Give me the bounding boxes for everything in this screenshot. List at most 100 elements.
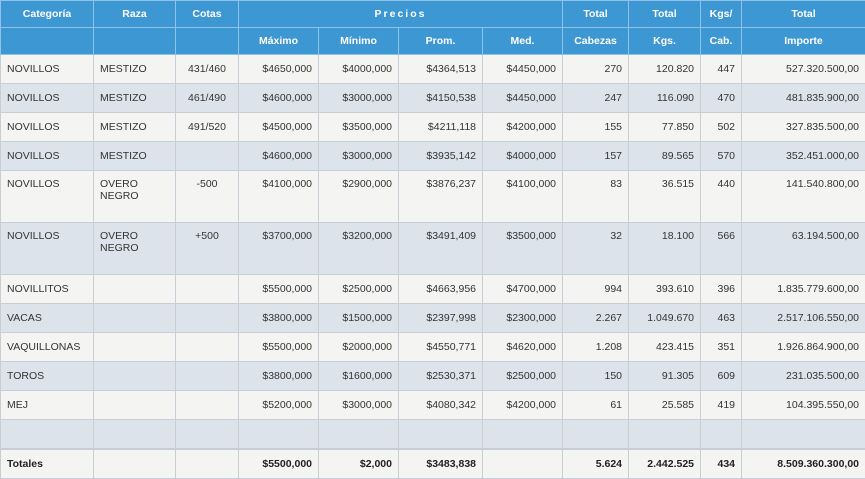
cell-importe: 63.194.500,00: [742, 223, 865, 275]
cell-categoria: NOVILLOS: [1, 171, 94, 223]
cell-prom: $4211,118: [399, 113, 483, 142]
cell-kgs: 18.100: [629, 223, 701, 275]
cell-importe: 2.517.106.550,00: [742, 304, 865, 333]
cell-minimo: $2500,000: [319, 275, 399, 304]
cell-med: $2300,000: [483, 304, 563, 333]
col-categoria: Categoría: [1, 1, 94, 28]
empty-cell: [742, 420, 865, 450]
col-cotas-sub: [176, 28, 239, 55]
cell-prom: $3491,409: [399, 223, 483, 275]
cell-minimo: $2900,000: [319, 171, 399, 223]
cell-maximo: $4600,000: [239, 142, 319, 171]
col-total-importe-top: Total: [742, 1, 865, 28]
cell-maximo: $4600,000: [239, 84, 319, 113]
cell-importe: 481.835.900,00: [742, 84, 865, 113]
cell-cabezas: 1.208: [563, 333, 629, 362]
cell-categoria: VAQUILLONAS: [1, 333, 94, 362]
cell-kgs-cab: 566: [701, 223, 742, 275]
cell-kgs: 393.610: [629, 275, 701, 304]
cell-maximo: $5200,000: [239, 391, 319, 420]
table-header: Categoría Raza Cotas Precios Total Total…: [1, 1, 865, 55]
cell-cabezas: 247: [563, 84, 629, 113]
col-importe: Importe: [742, 28, 865, 55]
cell-kgs: 423.415: [629, 333, 701, 362]
table-row: VAQUILLONAS $5500,000$2000,000$4550,771$4…: [1, 333, 865, 362]
cell-cabezas: 32: [563, 223, 629, 275]
totals-maximo: $5500,000: [239, 449, 319, 479]
cell-kgs-cab: 440: [701, 171, 742, 223]
cell-minimo: $2000,000: [319, 333, 399, 362]
cell-med: $4200,000: [483, 391, 563, 420]
cell-maximo: $5500,000: [239, 333, 319, 362]
totals-prom: $3483,838: [399, 449, 483, 479]
cell-raza: MESTIZO: [94, 55, 176, 84]
cell-kgs: 120.820: [629, 55, 701, 84]
cell-cabezas: 2.267: [563, 304, 629, 333]
cell-kgs: 116.090: [629, 84, 701, 113]
cell-med: $2500,000: [483, 362, 563, 391]
cell-prom: $4080,342: [399, 391, 483, 420]
col-cab: Cab.: [701, 28, 742, 55]
cell-categoria: NOVILLOS: [1, 84, 94, 113]
cell-categoria: NOVILLOS: [1, 223, 94, 275]
cell-cotas: +500: [176, 223, 239, 275]
cell-maximo: $3700,000: [239, 223, 319, 275]
cell-cabezas: 157: [563, 142, 629, 171]
col-kgs: Kgs.: [629, 28, 701, 55]
col-prom: Prom.: [399, 28, 483, 55]
cell-categoria: NOVILLOS: [1, 55, 94, 84]
cell-kgs: 25.585: [629, 391, 701, 420]
cell-cotas: -500: [176, 171, 239, 223]
empty-cell: [701, 420, 742, 450]
empty-cell: [239, 420, 319, 450]
cell-cabezas: 61: [563, 391, 629, 420]
cell-med: $4450,000: [483, 55, 563, 84]
totals-importe: 8.509.360.300,00: [742, 449, 865, 479]
cell-kgs-cab: 419: [701, 391, 742, 420]
cell-prom: $4364,513: [399, 55, 483, 84]
col-minimo: Mínimo: [319, 28, 399, 55]
empty-cell: [483, 420, 563, 450]
raza-line-2: NEGRO: [100, 242, 169, 254]
col-total-kgs-top: Total: [629, 1, 701, 28]
cell-cabezas: 270: [563, 55, 629, 84]
empty-row: [1, 420, 865, 450]
cell-importe: 231.035.500,00: [742, 362, 865, 391]
cell-kgs: 89.565: [629, 142, 701, 171]
col-kgs-cab-top: Kgs/: [701, 1, 742, 28]
empty-cell: [629, 420, 701, 450]
cell-med: $4100,000: [483, 171, 563, 223]
cell-kgs-cab: 570: [701, 142, 742, 171]
cell-prom: $4550,771: [399, 333, 483, 362]
cell-minimo: $1500,000: [319, 304, 399, 333]
cell-raza: [94, 333, 176, 362]
raza-line-2: NEGRO: [100, 190, 169, 202]
table-row: TOROS$3800,000$1600,000$2530,371$2500,00…: [1, 362, 865, 391]
cell-cotas: [176, 275, 239, 304]
cell-cotas: [176, 362, 239, 391]
cell-maximo: $4100,000: [239, 171, 319, 223]
cell-prom: $4663,956: [399, 275, 483, 304]
totals-cabezas: 5.624: [563, 449, 629, 479]
cell-kgs: 1.049.670: [629, 304, 701, 333]
totals-row: Totales $5500,000 $2,000 $3483,838 5.624…: [1, 449, 865, 479]
cell-med: $4620,000: [483, 333, 563, 362]
col-raza-sub: [94, 28, 176, 55]
col-cabezas: Cabezas: [563, 28, 629, 55]
col-cotas: Cotas: [176, 1, 239, 28]
cell-med: $4000,000: [483, 142, 563, 171]
cell-cotas: 431/460: [176, 55, 239, 84]
cell-kgs: 77.850: [629, 113, 701, 142]
cell-maximo: $4650,000: [239, 55, 319, 84]
cell-cabezas: 155: [563, 113, 629, 142]
cell-raza: [94, 275, 176, 304]
cell-minimo: $3000,000: [319, 142, 399, 171]
